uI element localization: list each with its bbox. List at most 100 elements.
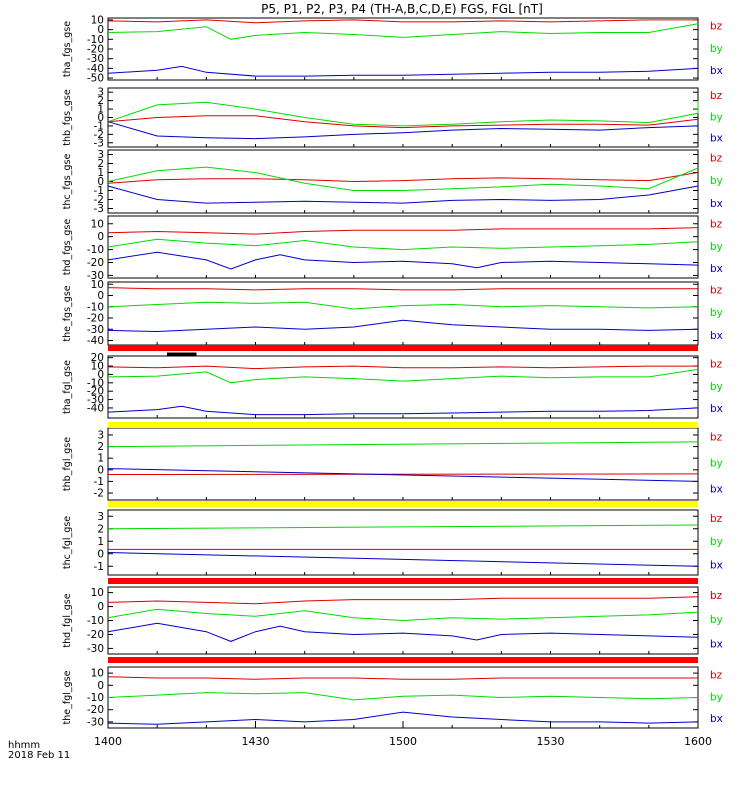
availability-bar-red bbox=[108, 578, 698, 584]
y-tick-label: 10 bbox=[91, 668, 104, 680]
y-axis-label: thd_fgs_gse bbox=[62, 219, 73, 276]
legend-by: by bbox=[710, 381, 723, 393]
y-axis-label: tha_fgl_gse bbox=[62, 360, 73, 414]
series-by-line bbox=[107, 301, 699, 310]
y-tick-label: -40 bbox=[87, 63, 104, 75]
series-by-line bbox=[107, 166, 699, 191]
y-tick-label: 0 bbox=[97, 601, 104, 613]
bars-layer bbox=[108, 345, 698, 663]
y-tick-label: -30 bbox=[87, 394, 104, 406]
legend-bx: bx bbox=[710, 65, 723, 77]
legend-bx: bx bbox=[710, 198, 723, 210]
series-bx-line bbox=[107, 121, 699, 140]
legend-bx: bx bbox=[710, 330, 723, 342]
x-tick-label: 1600 bbox=[684, 735, 712, 748]
y-tick-label: -20 bbox=[87, 629, 104, 641]
y-tick-label: -10 bbox=[87, 34, 104, 46]
panel-frame bbox=[107, 355, 699, 419]
series-by-line bbox=[107, 368, 699, 384]
series-bz-line bbox=[107, 115, 699, 129]
legend-bx: bx bbox=[710, 483, 723, 495]
legend-bz: bz bbox=[710, 669, 723, 681]
series-by-line bbox=[107, 100, 699, 127]
legend-bz: bz bbox=[710, 358, 723, 370]
y-tick-label: 10 bbox=[91, 361, 104, 373]
series-bz-line bbox=[107, 365, 698, 370]
series-by-line bbox=[107, 441, 699, 448]
y-tick-label: -1 bbox=[94, 561, 104, 573]
chart-title: P5, P1, P2, P3, P4 (TH-A,B,C,D,E) FGS, F… bbox=[261, 2, 543, 16]
series-bz-line bbox=[107, 287, 698, 291]
y-tick-label: -2 bbox=[94, 194, 104, 206]
series-bz-line bbox=[107, 172, 699, 184]
legend-bz: bz bbox=[710, 90, 723, 102]
y-tick-label: -40 bbox=[87, 402, 104, 414]
y-tick-label: 2 bbox=[97, 158, 104, 170]
panel-frame bbox=[107, 509, 699, 576]
legend-bx: bx bbox=[710, 638, 723, 650]
y-axis-label: the_fgl_gse bbox=[62, 670, 73, 724]
y-tick-label: -50 bbox=[87, 73, 104, 85]
y-tick-label: -10 bbox=[87, 615, 104, 627]
legend-bx: bx bbox=[710, 713, 723, 725]
panel-frame bbox=[107, 215, 699, 279]
y-tick-label: 3 bbox=[97, 511, 104, 523]
y-tick-label: -40 bbox=[87, 335, 104, 347]
y-tick-label: 0 bbox=[97, 548, 104, 560]
legend-bx: bx bbox=[710, 263, 723, 275]
y-tick-label: -3 bbox=[94, 137, 104, 149]
panel-thd_fgs_gse: 100-10-20-30 thd_fgs_gse bz by bx bbox=[62, 215, 723, 282]
series-by-line bbox=[107, 692, 699, 701]
y-axis-label: thb_fgs_gse bbox=[62, 89, 73, 146]
series-bx-line bbox=[107, 65, 699, 77]
y-tick-label: -1 bbox=[94, 185, 104, 197]
legend-by: by bbox=[710, 43, 723, 55]
legend-by: by bbox=[710, 614, 723, 626]
y-tick-label: -30 bbox=[87, 324, 104, 336]
availability-bar-yellow bbox=[108, 422, 698, 428]
y-tick-label: 1 bbox=[97, 104, 104, 116]
legend-bz: bz bbox=[710, 218, 723, 230]
y-tick-label: 0 bbox=[97, 464, 104, 476]
series-bx-line bbox=[107, 251, 699, 270]
y-tick-label: -30 bbox=[87, 643, 104, 655]
y-tick-label: -1 bbox=[94, 120, 104, 132]
series-by-line bbox=[107, 608, 699, 622]
y-tick-label: -30 bbox=[87, 716, 104, 728]
y-tick-label: 1 bbox=[97, 453, 104, 465]
legend-bz: bz bbox=[710, 513, 723, 525]
series-by-line bbox=[107, 238, 699, 251]
legend-by: by bbox=[710, 241, 723, 253]
y-axis-label: tha_fgs_gse bbox=[62, 21, 73, 77]
y-tick-label: 3 bbox=[97, 149, 104, 161]
legend-bx: bx bbox=[710, 133, 723, 145]
panel-tha_fgs_gse: 100-10-20-30-40-50 tha_fgs_gse bz by bx bbox=[62, 14, 723, 84]
y-tick-label: 3 bbox=[97, 429, 104, 441]
y-tick-label: 0 bbox=[97, 680, 104, 692]
legend-bz: bz bbox=[710, 285, 723, 297]
series-bz-line bbox=[107, 676, 698, 680]
legend-by: by bbox=[710, 691, 723, 703]
x-tick-label: 1530 bbox=[537, 735, 565, 748]
availability-bar-yellow bbox=[108, 501, 698, 507]
availability-segment-black bbox=[167, 352, 197, 356]
series-bx-line bbox=[107, 405, 699, 416]
y-tick-label: -1 bbox=[94, 476, 104, 488]
series-bx-line bbox=[107, 711, 699, 725]
availability-bar-red bbox=[108, 345, 698, 351]
y-tick-label: -10 bbox=[87, 244, 104, 256]
y-tick-label: 3 bbox=[97, 87, 104, 99]
y-tick-label: 10 bbox=[91, 279, 104, 291]
legend-by: by bbox=[710, 458, 723, 470]
y-tick-label: 0 bbox=[97, 290, 104, 302]
legend-bz: bz bbox=[710, 153, 723, 165]
y-tick-label: -30 bbox=[87, 53, 104, 65]
time-format-label: hhmm bbox=[8, 740, 40, 751]
y-tick-label: 1 bbox=[97, 167, 104, 179]
panel-the_fgs_gse: 100-10-20-30-40 the_fgs_gse bz by bx bbox=[62, 279, 723, 347]
